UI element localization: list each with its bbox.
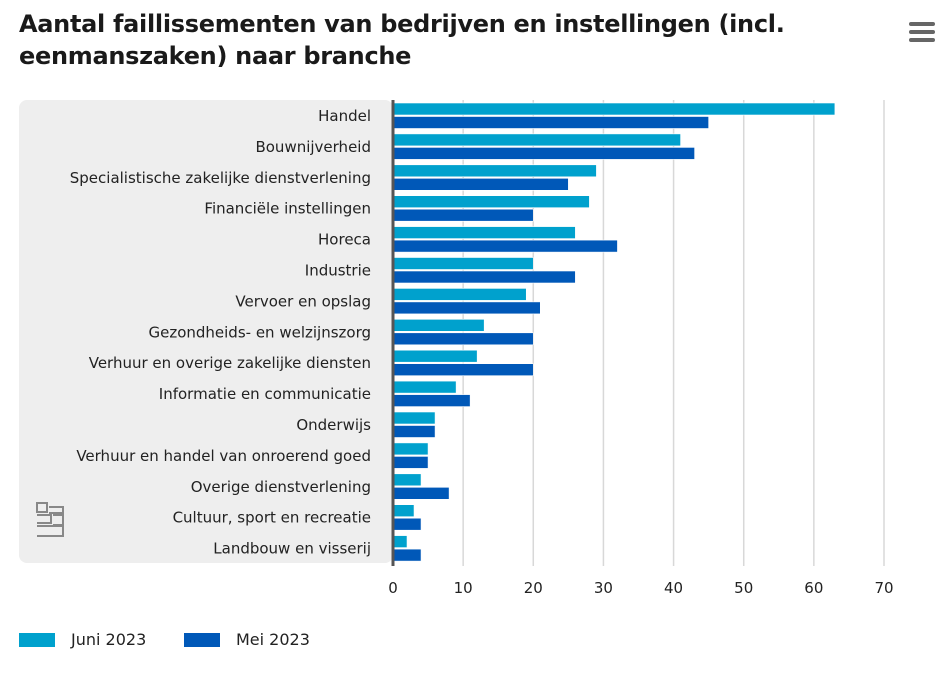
legend-item-juni[interactable]: Juni 2023 (19, 630, 146, 649)
legend-item-mei[interactable]: Mei 2023 (184, 630, 310, 649)
x-tick-label: 70 (874, 579, 893, 597)
legend-swatch (19, 632, 55, 647)
category-label: Overige dienstverlening (191, 478, 371, 496)
bar-mei (392, 517, 422, 531)
x-tick-label: 50 (734, 579, 753, 597)
legend-swatch (184, 632, 220, 647)
category-panel (19, 100, 393, 563)
bar-juni (392, 504, 415, 518)
bar-mei (392, 270, 576, 284)
bar-mei (392, 147, 695, 160)
bar-juni (392, 226, 576, 239)
bar-mei (392, 363, 534, 377)
bar-mei (392, 548, 422, 562)
category-label: Bouwnijverheid (255, 138, 371, 156)
bar-juni (392, 288, 527, 301)
legend-label: Juni 2023 (71, 630, 147, 649)
bar-mei (392, 116, 709, 129)
hamburger-menu-icon[interactable] (909, 22, 935, 44)
category-label: Verhuur en handel van onroerend goed (76, 447, 371, 465)
bar-juni (392, 164, 597, 178)
category-label: Handel (318, 107, 371, 125)
bar-mei (392, 178, 569, 191)
bar-juni (392, 473, 422, 487)
category-label: Gezondheids- en welzijnszorg (148, 323, 371, 341)
category-label: Industrie (305, 262, 371, 280)
bar-juni (392, 133, 681, 147)
bar-mei (392, 301, 541, 315)
category-label: Cultuur, sport en recreatie (173, 509, 371, 527)
bar-mei (392, 239, 618, 253)
category-label: Horeca (318, 231, 371, 249)
bar-juni (392, 411, 436, 425)
cbs-logo (36, 502, 64, 537)
bar-mei (392, 486, 450, 500)
x-tick-label: 10 (454, 579, 473, 597)
category-label: Financiële instellingen (204, 200, 371, 218)
bar-juni (392, 349, 478, 363)
bar-juni (392, 380, 457, 394)
bar-juni (392, 195, 590, 208)
category-label: Landbouw en visserij (213, 540, 371, 558)
x-tick-label: 60 (804, 579, 823, 597)
bar-juni (392, 257, 534, 270)
bar-juni (392, 535, 408, 548)
bar-juni (392, 442, 429, 456)
x-tick-label: 30 (594, 579, 613, 597)
category-label: Specialistische zakelijke dienstverlenin… (70, 169, 371, 187)
category-label: Informatie en communicatie (159, 385, 371, 403)
legend-label: Mei 2023 (236, 630, 310, 649)
x-tick-label: 20 (524, 579, 543, 597)
x-tick-label: 0 (388, 579, 398, 597)
bar-mei (392, 425, 436, 438)
category-label: Verhuur en overige zakelijke diensten (89, 354, 371, 372)
bar-mei (392, 208, 534, 222)
bar-mei (392, 394, 471, 407)
bar-mei (392, 332, 534, 346)
chart-title: Aantal faillissementen van bedrijven en … (19, 10, 785, 70)
category-label: Onderwijs (296, 416, 371, 434)
bar-juni (392, 318, 485, 332)
x-tick-label: 40 (664, 579, 683, 597)
bar-mei (392, 456, 429, 469)
category-label: Vervoer en opslag (235, 292, 371, 310)
bar-juni (392, 102, 836, 116)
